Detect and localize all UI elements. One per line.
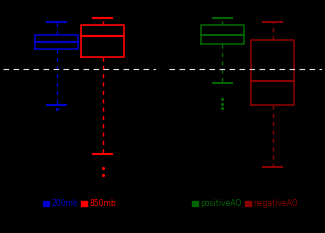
Legend: positiveAO, negativeAO: positiveAO, negativeAO	[189, 196, 301, 211]
Legend: 200mb, 850mb: 200mb, 850mb	[40, 196, 120, 211]
